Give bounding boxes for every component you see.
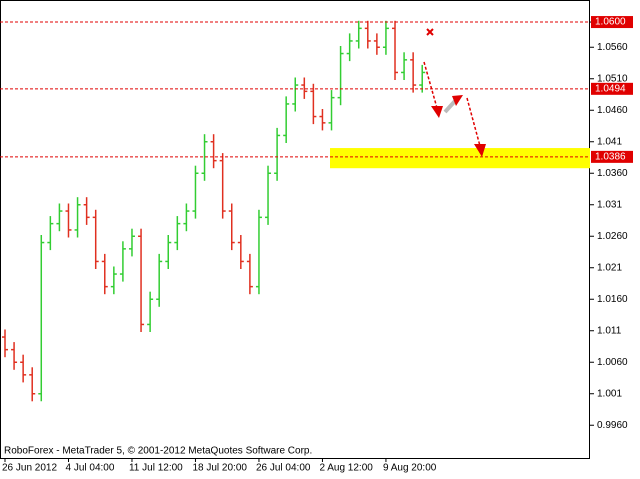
arrow-head	[431, 106, 443, 118]
y-tick-label: 1.011	[597, 325, 622, 336]
watermark: RoboForex - MetaTrader 5, © 2001-2012 Me…	[4, 446, 312, 457]
forecast-arrows	[423, 28, 486, 157]
y-tick-label: 1.041	[597, 136, 622, 147]
x-tick-label: 4 Jul 04:00	[65, 463, 114, 474]
target-zone	[330, 148, 590, 169]
forecast-arrow	[466, 97, 481, 147]
y-tick-label: 1.031	[597, 199, 622, 210]
level-label: 1.0494	[595, 83, 626, 94]
y-tick-label: 0.9960	[597, 420, 628, 431]
y-tick-label: 1.0060	[597, 357, 628, 368]
y-tick-label: 1.0160	[597, 294, 628, 305]
x-tick-label: 18 Jul 20:00	[192, 463, 247, 474]
y-tick-label: 1.021	[597, 262, 622, 273]
y-tick-label: 1.0460	[597, 105, 628, 116]
y-tick-label: 1.001	[597, 388, 622, 399]
level-label-box	[591, 150, 633, 163]
x-tick-label: 9 Aug 20:00	[383, 463, 437, 474]
arrow-head	[452, 95, 463, 106]
cross-marker	[426, 28, 434, 36]
forecast-arrow	[443, 99, 457, 114]
level-label: 1.0386	[595, 152, 626, 163]
x-tick-label: 11 Jul 12:00	[129, 463, 183, 474]
level-label-box	[591, 16, 633, 29]
y-tick-label: 1.0360	[597, 168, 628, 179]
y-tick-label: 1.0260	[597, 231, 628, 242]
y-tick-label: 1.0560	[597, 42, 628, 53]
x-tick-label: 2 Aug 12:00	[319, 463, 373, 474]
arrow-head	[474, 144, 486, 157]
level-label-box	[591, 82, 633, 95]
plot-frame	[0, 0, 590, 459]
y-tick-label: 1.0510	[597, 73, 628, 84]
x-tick-label: 26 Jun 2012	[2, 463, 57, 474]
level-label: 1.0600	[595, 17, 626, 28]
forecast-arrow	[423, 61, 438, 109]
x-tick-label: 26 Jul 04:00	[256, 463, 311, 474]
